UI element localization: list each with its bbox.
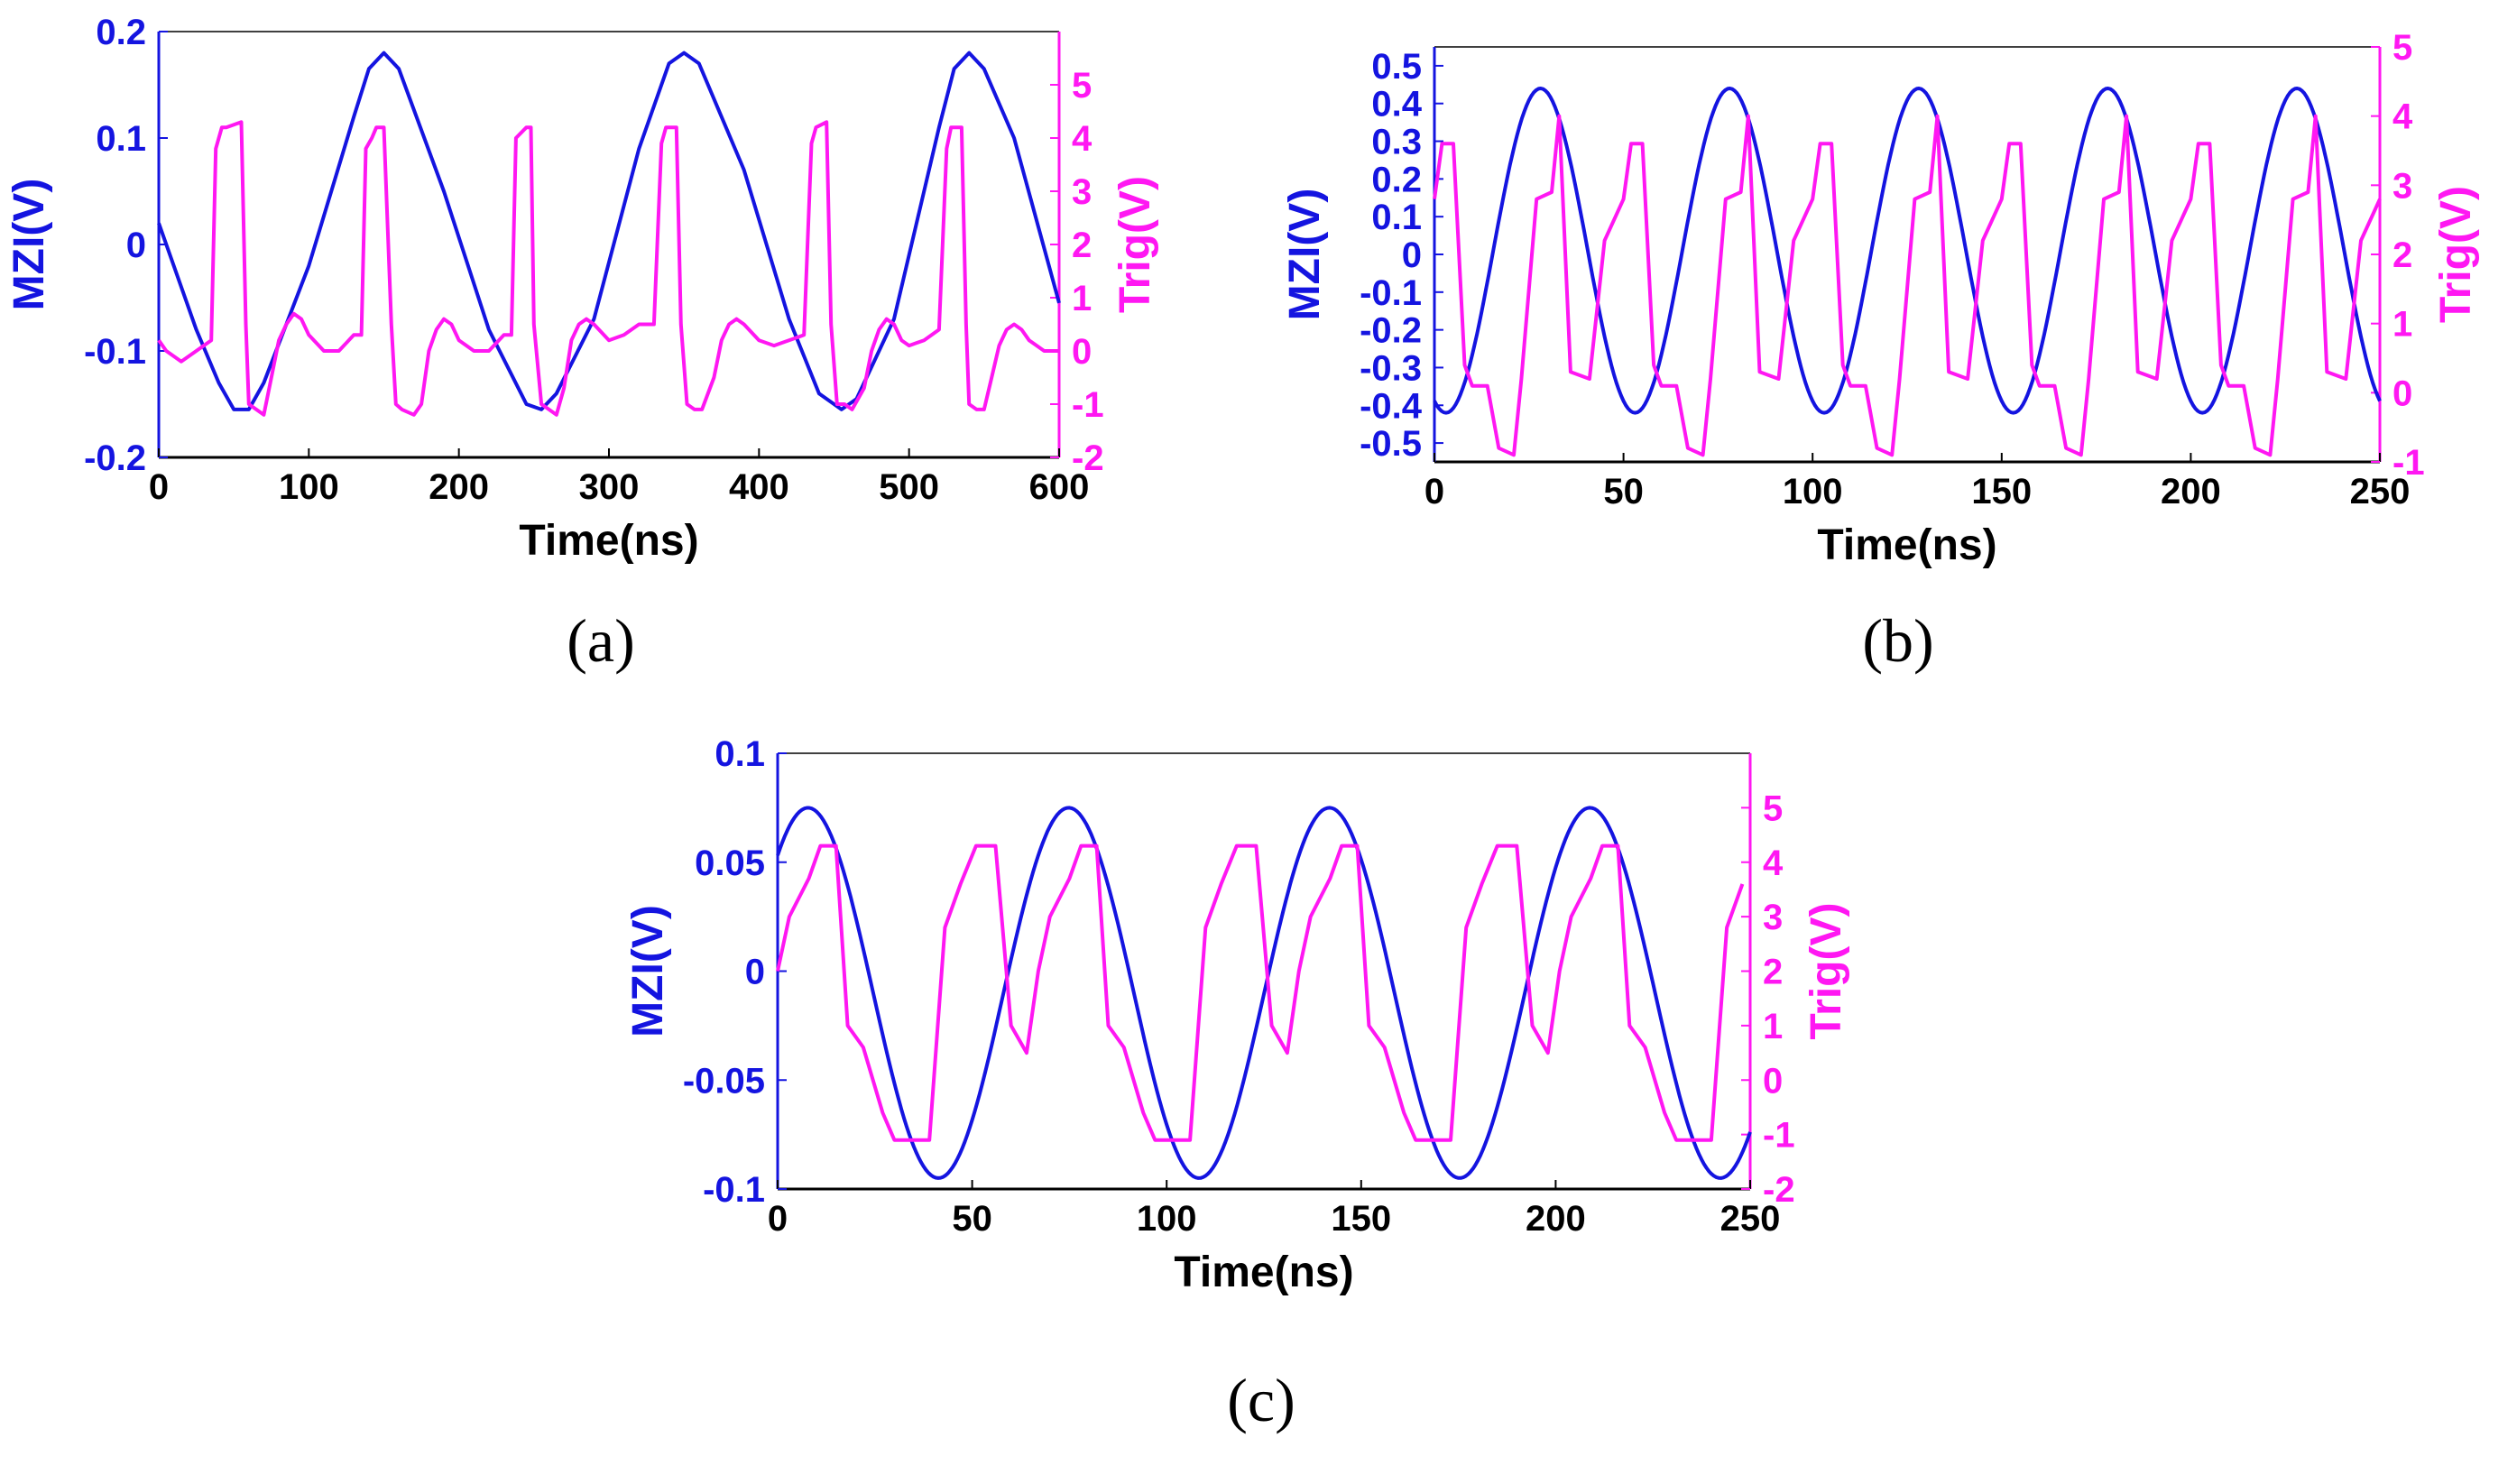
- right-tick-label: 3: [2393, 166, 2412, 206]
- left-axis-label: MZI(V): [624, 905, 672, 1037]
- x-tick-label: 500: [879, 467, 939, 507]
- right-tick-label: 3: [1763, 898, 1783, 937]
- left-tick-label: -0.5: [1360, 424, 1422, 464]
- left-tick-label: 0.1: [1371, 198, 1422, 237]
- x-tick-label: 0: [149, 467, 169, 507]
- left-tick-label: -0.05: [683, 1061, 765, 1101]
- chart-panel-b: 0 50 100 150 200 250-0.5-0.4-0.3-0.2-0.100.10…: [1281, 28, 2480, 675]
- chart-panel-a: 0 100 200 300 400 500 600 -0.2 -0.1 0 0.1 0.2 -2 -1 0 1…: [5, 13, 1159, 675]
- left-tick-label: -0.2: [1360, 311, 1422, 351]
- left-tick-label: 0.4: [1371, 85, 1422, 124]
- left-tick-label: 0.05: [695, 843, 765, 883]
- right-tick-label: -2: [1072, 438, 1104, 478]
- left-tick-label: -0.1: [703, 1170, 765, 1210]
- left-tick-label: -0.2: [84, 438, 146, 478]
- x-tick-label: 400: [729, 467, 789, 507]
- right-axis-label: Trig(V): [1802, 903, 1850, 1040]
- x-tick-label: 50: [952, 1199, 992, 1239]
- x-tick-label: 300: [579, 467, 640, 507]
- right-tick-label: 2: [1763, 953, 1783, 992]
- right-tick-label: 0: [1072, 332, 1092, 372]
- mzi-series-line: [776, 806, 1752, 1180]
- x-tick-label: 150: [1331, 1199, 1391, 1239]
- x-axis-label: Time(ns): [1817, 521, 1996, 569]
- right-tick-label: 0: [2393, 373, 2412, 413]
- right-tick-label: 5: [1763, 788, 1783, 828]
- x-tick-label: 200: [429, 467, 489, 507]
- left-tick-label: 0.2: [96, 13, 146, 52]
- x-tick-label: 600: [1029, 467, 1090, 507]
- x-tick-label: 250: [2350, 472, 2411, 512]
- right-tick-label: 1: [1072, 279, 1092, 318]
- left-tick-label: 0: [1402, 235, 1422, 275]
- mzi-series-line: [1433, 87, 2382, 415]
- left-tick-label: -0.3: [1360, 348, 1422, 388]
- x-tick-label: 200: [2161, 472, 2221, 512]
- left-axis-label: MZI(V): [5, 179, 53, 311]
- left-tick-label: -0.4: [1360, 386, 1423, 426]
- panel-label: (c): [1227, 1366, 1295, 1434]
- left-tick-label: -0.1: [1360, 273, 1422, 313]
- left-tick-label: 0: [126, 226, 146, 265]
- right-tick-label: 5: [1072, 66, 1092, 106]
- right-tick-label: 1: [2393, 305, 2412, 345]
- x-axis-label: Time(ns): [1174, 1249, 1353, 1296]
- trig-series-line: [157, 120, 1059, 417]
- x-tick-label: 100: [1783, 472, 1843, 512]
- left-tick-label: 0.3: [1371, 123, 1422, 162]
- right-axis-label: Trig(V): [2432, 186, 2480, 323]
- left-tick-label: -0.1: [84, 332, 146, 372]
- right-axis-label: Trig(V): [1111, 176, 1159, 313]
- right-tick-label: 4: [2393, 97, 2413, 137]
- x-tick-label: 0: [768, 1199, 788, 1239]
- panel-label: (b): [1862, 606, 1933, 675]
- right-tick-label: 0: [1763, 1061, 1783, 1101]
- left-axis-label: MZI(V): [1281, 189, 1329, 321]
- left-tick-label: 0.1: [96, 119, 146, 159]
- trig-series-line: [776, 843, 1745, 1142]
- right-tick-label: 3: [1072, 172, 1092, 212]
- right-tick-label: -1: [1072, 385, 1104, 425]
- x-tick-label: 100: [279, 467, 339, 507]
- x-tick-label: 0: [1424, 472, 1444, 512]
- chart-panel-c: 0 50 100 150 200 250 -0.1 -0.05 0 0.05 0.1 -2 -1 0 1 2 3…: [624, 734, 1850, 1434]
- left-tick-label: 0: [745, 953, 765, 992]
- right-tick-label: 2: [1072, 226, 1092, 265]
- x-axis-label: Time(ns): [519, 517, 698, 565]
- x-tick-label: 100: [1137, 1199, 1197, 1239]
- right-tick-label: -1: [1763, 1116, 1795, 1156]
- left-tick-label: 0.2: [1371, 160, 1422, 199]
- right-tick-label: -1: [2393, 443, 2425, 483]
- trig-series-line: [1433, 114, 2382, 457]
- right-tick-label: 1: [1763, 1007, 1783, 1046]
- left-tick-label: 0.1: [715, 734, 765, 774]
- x-tick-label: 150: [1971, 472, 2032, 512]
- right-tick-label: 2: [2393, 235, 2412, 275]
- right-tick-label: 4: [1763, 843, 1784, 883]
- x-tick-label: 250: [1720, 1199, 1781, 1239]
- panel-label: (a): [567, 606, 634, 675]
- left-tick-label: 0.5: [1371, 47, 1422, 87]
- right-tick-label: 5: [2393, 28, 2412, 68]
- right-tick-label: -2: [1763, 1170, 1795, 1210]
- x-tick-label: 50: [1603, 472, 1644, 512]
- mzi-series-line: [157, 51, 1061, 411]
- right-tick-label: 4: [1072, 119, 1093, 159]
- x-tick-label: 200: [1526, 1199, 1586, 1239]
